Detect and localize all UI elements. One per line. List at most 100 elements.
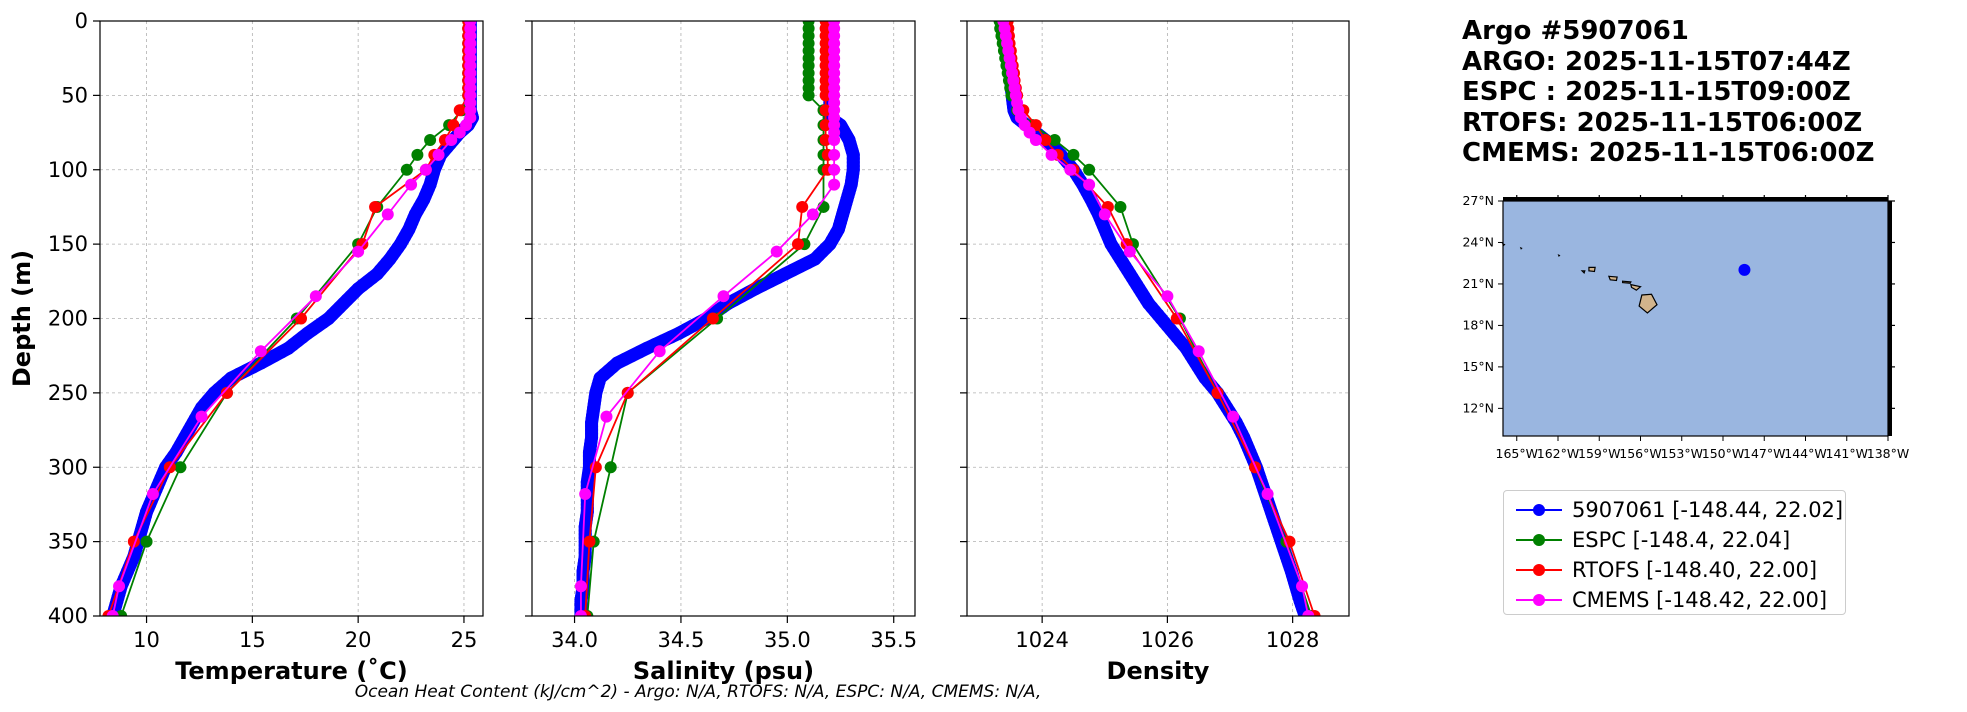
map-lon-label: 147°W [1743,446,1785,461]
density-point-cmems [1302,610,1315,616]
salinity-point-cmems [828,134,841,146]
salinity-xlabel: Salinity (psu) [633,657,814,685]
temperature-point-rtofs [295,312,308,325]
temperature-ytick-label: 0 [75,9,88,33]
temperature-panel: 10 15 20 25050100150200250300350400Temperat… [8,9,484,685]
density-point-rtofs [1211,386,1224,399]
salinity-point-rtofs [819,134,832,146]
island-oahu [1607,275,1618,282]
map-lat-label: 21°N [1462,276,1494,291]
salinity-point-rtofs [583,535,596,548]
legend-entry: ESPC [-148.4, 22.04] [1504,525,1845,555]
legend-marker-swatch [1533,504,1545,516]
temperature-ytick-label: 150 [48,232,88,256]
temperature-point-cmems [195,410,208,423]
temperature-point-cmems [352,245,365,258]
temperature-ytick-label: 350 [48,530,88,554]
salinity-point-cmems [828,148,841,161]
island-hawaii [1638,293,1658,314]
temperature-xtick-label: 20 [345,628,372,652]
density-point-cmems [1161,290,1174,303]
salinity-point-cmems [717,290,730,303]
salinity-point-cmems [600,410,613,423]
temperature-ylabel: Depth (m) [8,250,36,387]
temperature-xtick-label: 15 [239,628,266,652]
density-xlabel: Density [1107,657,1210,685]
temperature-point-espc [140,535,153,548]
temperature-point-cmems [113,580,126,593]
salinity-point-cmems [828,178,841,191]
map-lat-label: 24°N [1462,234,1494,249]
density-point-cmems [1098,208,1111,221]
salinity-data [574,21,860,616]
temperature-point-cmems [419,163,432,176]
title-argo-time: ARGO: 2025-11-15T07:44Z [1462,46,1851,77]
salinity-point-rtofs [819,89,832,102]
temperature-ytick-label: 100 [48,158,88,182]
salinity-point-rtofs [706,312,719,325]
salinity-point-cmems [770,245,783,258]
temperature-point-cmems [309,290,322,303]
salinity-point-espc [604,461,617,474]
density-point-rtofs [1170,312,1183,325]
salinity-point-cmems [653,345,666,358]
legend-label: RTOFS [-148.40, 22.00] [1572,558,1818,582]
legend-label: ESPC [-148.4, 22.04] [1572,528,1791,552]
temperature-xtick-label: 10 [133,628,160,652]
density-point-cmems [1045,148,1058,161]
density-panel: 1024 1026 1028 Density [960,20,1350,685]
density-point-cmems [1064,163,1077,176]
salinity-xtick-label: 34.5 [658,628,705,652]
salinity-point-rtofs [819,119,832,132]
temperature-point-cmems [445,134,458,146]
density-point-espc [1083,163,1096,176]
temperature-ytick-label: 250 [48,381,88,405]
temperature-point-espc [400,163,413,176]
map-lon-label: 150°W [1702,446,1744,461]
legend-entry: 5907061 [-148.44, 22.02] [1504,495,1845,525]
map-lon-label: 162°W [1537,446,1579,461]
island-molokai [1622,280,1632,284]
legend-entry: CMEMS [-148.42, 22.00] [1504,585,1845,615]
salinity-point-cmems [579,488,592,501]
legend-marker-swatch [1533,534,1545,546]
salinity-point-rtofs [796,200,809,213]
map-ocean [1503,201,1888,436]
temperature-point-cmems [432,148,445,161]
temperature-point-cmems [405,178,418,191]
map-lat-label: 15°N [1462,359,1494,374]
salinity-point-espc [817,200,830,213]
title-block: Argo #5907061 ARGO: 2025-11-15T07:44Z ES… [1462,16,1874,169]
temperature-point-espc [411,148,424,161]
location-map: 165°W162°W159°W156°W153°W150°W147°W144°W… [1462,193,1909,461]
temperature-ytick-label: 400 [48,604,88,628]
density-xtick-label: 1024 [1015,628,1068,652]
density-point-cmems [1083,178,1096,191]
density-point-espc [1114,200,1127,213]
density-point-cmems [1029,134,1042,146]
map-lon-label: 138°W [1867,446,1909,461]
salinity-point-cmems [574,610,587,616]
density-point-espc [1048,134,1061,146]
salinity-point-rtofs [819,104,832,117]
title-rtofs-time: RTOFS: 2025-11-15T06:00Z [1462,107,1863,138]
density-point-rtofs [1039,134,1052,146]
island-maui [1630,283,1642,291]
island-necker [1519,246,1523,250]
temperature-point-cmems [381,208,394,221]
title-cmems-time: CMEMS: 2025-11-15T06:00Z [1462,138,1875,168]
temperature-point-rtofs [369,200,382,213]
island-niihau [1580,270,1586,274]
salinity-xtick-label: 35.5 [870,628,917,652]
temperature-ytick-label: 300 [48,455,88,479]
temperature-point-espc [174,461,187,474]
temperature-xtick-label: 25 [451,628,478,652]
salinity-point-cmems [574,580,587,593]
temperature-point-cmems [254,345,267,358]
salinity-point-rtofs [621,386,634,399]
temperature-data [102,21,479,616]
temperature-point-rtofs [453,104,466,117]
float-position-marker [1738,263,1751,276]
island-kauai [1588,266,1596,273]
legend: 5907061 [-148.44, 22.02] ESPC [-148.4, 22… [1503,490,1846,615]
